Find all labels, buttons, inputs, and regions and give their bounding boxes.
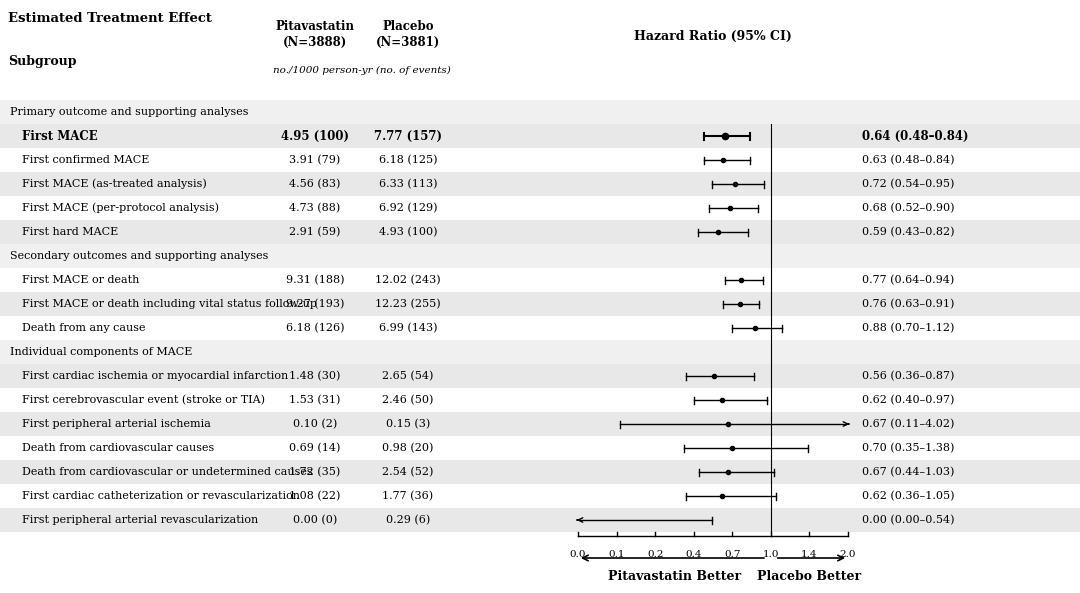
Text: First cerebrovascular event (stroke or TIA): First cerebrovascular event (stroke or T…	[22, 395, 265, 405]
Text: 6.18 (125): 6.18 (125)	[379, 155, 437, 165]
Text: 2.54 (52): 2.54 (52)	[382, 467, 434, 477]
Text: Death from cardiovascular or undetermined causes: Death from cardiovascular or undetermine…	[22, 467, 312, 477]
Text: Pitavastatin
(N=3888): Pitavastatin (N=3888)	[275, 20, 354, 49]
Text: 9.31 (188): 9.31 (188)	[286, 275, 345, 285]
Bar	[0, 340, 1080, 364]
Text: 6.99 (143): 6.99 (143)	[379, 323, 437, 333]
Text: Secondary outcomes and supporting analyses: Secondary outcomes and supporting analys…	[10, 251, 268, 261]
Text: 0.1: 0.1	[608, 550, 625, 559]
Text: 0.4: 0.4	[686, 550, 702, 559]
Text: 0.70 (0.35–1.38): 0.70 (0.35–1.38)	[862, 443, 955, 453]
Text: 0.7: 0.7	[724, 550, 741, 559]
Text: 4.95 (100): 4.95 (100)	[281, 129, 349, 142]
Text: 6.33 (113): 6.33 (113)	[379, 179, 437, 189]
Bar	[0, 412, 1080, 436]
Text: 7.77 (157): 7.77 (157)	[374, 129, 442, 142]
Text: First MACE: First MACE	[22, 129, 98, 142]
Text: First peripheral arterial revascularization: First peripheral arterial revascularizat…	[22, 515, 258, 525]
Text: First MACE or death: First MACE or death	[22, 275, 139, 285]
Text: 0.64 (0.48–0.84): 0.64 (0.48–0.84)	[862, 129, 969, 142]
Text: First MACE or death including vital status follow-up: First MACE or death including vital stat…	[22, 299, 318, 309]
Text: 0.2: 0.2	[647, 550, 663, 559]
Text: 1.4: 1.4	[801, 550, 818, 559]
Text: 1.72 (35): 1.72 (35)	[289, 467, 340, 477]
Text: 3.91 (79): 3.91 (79)	[289, 155, 340, 165]
Text: 0.63 (0.48–0.84): 0.63 (0.48–0.84)	[862, 155, 955, 165]
Text: Death from any cause: Death from any cause	[22, 323, 146, 333]
Bar	[0, 100, 1080, 124]
Text: 0.62 (0.40–0.97): 0.62 (0.40–0.97)	[862, 395, 955, 405]
Text: First peripheral arterial ischemia: First peripheral arterial ischemia	[22, 419, 211, 429]
Text: Primary outcome and supporting analyses: Primary outcome and supporting analyses	[10, 107, 248, 117]
Bar	[0, 124, 1080, 148]
Text: 2.91 (59): 2.91 (59)	[289, 227, 340, 237]
Text: First cardiac ischemia or myocardial infarction: First cardiac ischemia or myocardial inf…	[22, 371, 288, 381]
Text: 12.02 (243): 12.02 (243)	[375, 275, 441, 285]
Text: 0.72 (0.54–0.95): 0.72 (0.54–0.95)	[862, 179, 955, 189]
Text: Individual components of MACE: Individual components of MACE	[10, 347, 192, 357]
Text: 0.77 (0.64–0.94): 0.77 (0.64–0.94)	[862, 275, 955, 285]
Text: 0.69 (14): 0.69 (14)	[289, 443, 340, 453]
Text: 1.77 (36): 1.77 (36)	[382, 491, 433, 501]
Text: 0.15 (3): 0.15 (3)	[386, 419, 430, 429]
Text: 0.67 (0.44–1.03): 0.67 (0.44–1.03)	[862, 467, 955, 477]
Text: Pitavastatin Better: Pitavastatin Better	[608, 570, 741, 583]
Bar	[0, 460, 1080, 484]
Text: 1.53 (31): 1.53 (31)	[289, 395, 340, 405]
Bar	[0, 244, 1080, 268]
Text: Subgroup: Subgroup	[8, 55, 77, 68]
Text: 2.46 (50): 2.46 (50)	[382, 395, 434, 405]
Text: 2.0: 2.0	[840, 550, 856, 559]
Text: 12.23 (255): 12.23 (255)	[375, 299, 441, 309]
Text: 0.98 (20): 0.98 (20)	[382, 443, 434, 453]
Text: Placebo Better: Placebo Better	[757, 570, 862, 583]
Text: 0.29 (6): 0.29 (6)	[386, 515, 430, 525]
Text: Hazard Ratio (95% CI): Hazard Ratio (95% CI)	[634, 30, 792, 43]
Bar	[0, 220, 1080, 244]
Text: First MACE (as-treated analysis): First MACE (as-treated analysis)	[22, 178, 206, 189]
Bar	[0, 172, 1080, 196]
Text: First confirmed MACE: First confirmed MACE	[22, 155, 149, 165]
Text: First MACE (per-protocol analysis): First MACE (per-protocol analysis)	[22, 203, 219, 213]
Text: Death from cardiovascular causes: Death from cardiovascular causes	[22, 443, 214, 453]
Text: 0.67 (0.11–4.02): 0.67 (0.11–4.02)	[862, 419, 955, 429]
Text: 0.76 (0.63–0.91): 0.76 (0.63–0.91)	[862, 299, 955, 309]
Text: 0.59 (0.43–0.82): 0.59 (0.43–0.82)	[862, 227, 955, 237]
Text: 4.93 (100): 4.93 (100)	[379, 227, 437, 237]
Text: no./1000 person-yr (no. of events): no./1000 person-yr (no. of events)	[272, 66, 450, 75]
Text: 1.48 (30): 1.48 (30)	[289, 371, 340, 381]
Text: 0.68 (0.52–0.90): 0.68 (0.52–0.90)	[862, 203, 955, 213]
Text: 0.88 (0.70–1.12): 0.88 (0.70–1.12)	[862, 323, 955, 333]
Bar	[0, 508, 1080, 532]
Text: 0.00 (0.00–0.54): 0.00 (0.00–0.54)	[862, 515, 955, 525]
Bar	[0, 436, 1080, 460]
Bar	[0, 364, 1080, 388]
Bar	[0, 292, 1080, 316]
Text: 6.92 (129): 6.92 (129)	[379, 203, 437, 213]
Bar	[0, 484, 1080, 508]
Text: 1.08 (22): 1.08 (22)	[289, 491, 340, 501]
Text: 0.62 (0.36–1.05): 0.62 (0.36–1.05)	[862, 491, 955, 501]
Bar	[0, 268, 1080, 292]
Text: 0.0: 0.0	[570, 550, 586, 559]
Text: 0.10 (2): 0.10 (2)	[293, 419, 337, 429]
Text: 0.00 (0): 0.00 (0)	[293, 515, 337, 525]
Bar	[0, 196, 1080, 220]
Text: 6.18 (126): 6.18 (126)	[286, 323, 345, 333]
Text: Estimated Treatment Effect: Estimated Treatment Effect	[8, 12, 212, 25]
Text: 9.27 (193): 9.27 (193)	[286, 299, 345, 309]
Text: 0.56 (0.36–0.87): 0.56 (0.36–0.87)	[862, 371, 955, 381]
Text: First hard MACE: First hard MACE	[22, 227, 118, 237]
Bar	[0, 316, 1080, 340]
Text: First cardiac catheterization or revascularization: First cardiac catheterization or revascu…	[22, 491, 300, 501]
Text: 1.0: 1.0	[762, 550, 779, 559]
Text: 4.73 (88): 4.73 (88)	[289, 203, 340, 213]
Text: 4.56 (83): 4.56 (83)	[289, 179, 340, 189]
Text: 2.65 (54): 2.65 (54)	[382, 371, 434, 381]
Bar	[0, 388, 1080, 412]
Text: Placebo
(N=3881): Placebo (N=3881)	[376, 20, 441, 49]
Bar	[0, 148, 1080, 172]
